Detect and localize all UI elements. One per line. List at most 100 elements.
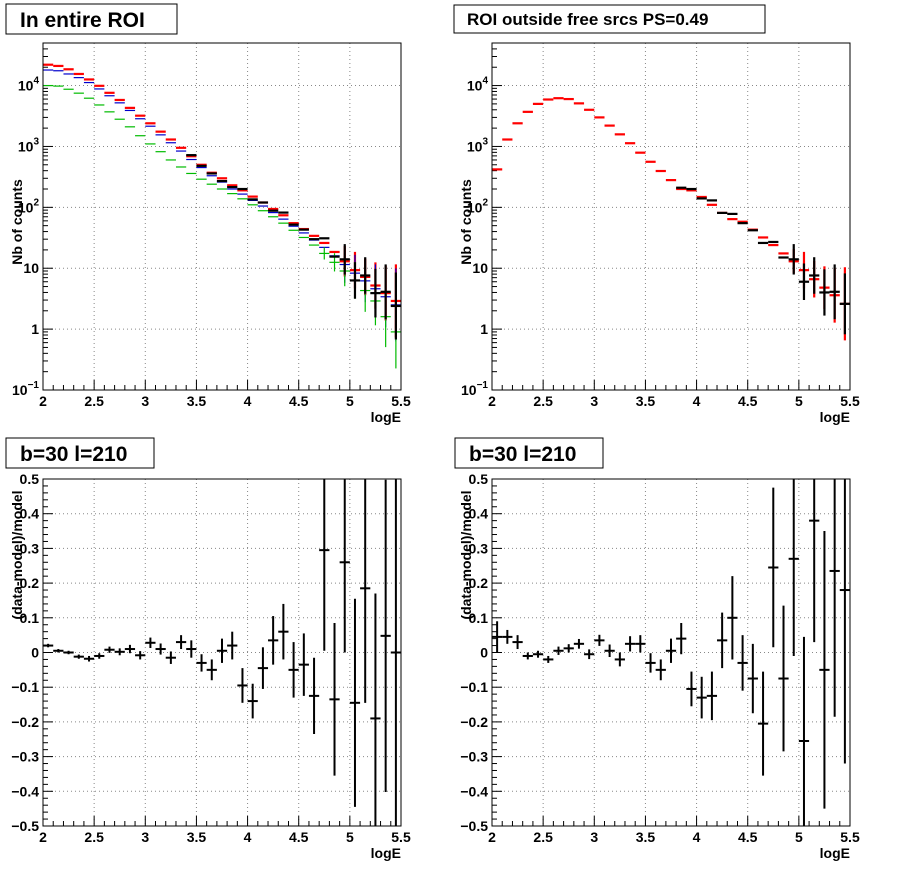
x-tick-label: 5.5 <box>391 393 411 409</box>
x-axis-label: logE <box>371 409 401 425</box>
y-tick-label: 0.5 <box>20 471 40 487</box>
x-tick-label: 5.5 <box>840 829 860 845</box>
y-tick-label: 103 <box>18 136 40 154</box>
x-tick-label: 3 <box>590 393 598 409</box>
y-tick-label: −0.3 <box>460 749 488 765</box>
y-tick-label: 0 <box>480 645 488 661</box>
x-tick-label: 5 <box>795 829 803 845</box>
y-tick-label: 0.1 <box>20 610 40 626</box>
x-tick-label: 2 <box>39 393 47 409</box>
title-box <box>5 3 178 35</box>
x-tick-label: 3 <box>141 393 149 409</box>
data-series-0 <box>492 479 850 826</box>
data-series-3 <box>186 154 401 340</box>
plot-area-top-left: 2 2.5 3 3.5 4 4.5 5 5.5 10−1 1 10 102 103 104 <box>12 42 411 409</box>
y-tick-label: 104 <box>18 76 40 94</box>
x-tick-label: 4.5 <box>289 393 309 409</box>
y-tick-label: 102 <box>18 197 40 215</box>
y-tick-label: −0.4 <box>11 783 39 799</box>
plot-background <box>43 43 401 390</box>
x-tick-label: 4 <box>244 829 252 845</box>
x-tick-label: 4.5 <box>289 829 309 845</box>
x-tick-label: 5 <box>795 393 803 409</box>
plot-frame <box>42 42 402 391</box>
y-tick-label: 0.1 <box>469 610 489 626</box>
y-tick-label: 10−1 <box>12 380 39 398</box>
data-series-1 <box>676 186 850 335</box>
x-tick-label: 5 <box>346 393 354 409</box>
x-tick-label: 2.5 <box>533 829 553 845</box>
y-tick-label: 10 <box>23 260 39 276</box>
x-tick-label: 5.5 <box>840 393 860 409</box>
x-tick-label: 4 <box>693 829 701 845</box>
title-box <box>454 437 604 469</box>
y-tick-label: 102 <box>467 197 489 215</box>
y-tick-label: 0 <box>31 645 39 661</box>
data-series-0 <box>43 479 401 826</box>
x-axis-label: logE <box>371 845 401 861</box>
y-tick-label: −0.2 <box>460 714 488 730</box>
panel-title: ROI outside free srcs PS=0.49 <box>467 10 708 29</box>
panel-bottom-left: b=30 l=210 (data-model)/model logE 2 2.5 3… <box>5 437 411 861</box>
y-axis-label: (data-model)/model <box>458 490 474 619</box>
x-axis-label: logE <box>820 409 850 425</box>
y-tick-label: 0.4 <box>20 506 40 522</box>
x-tick-label: 2 <box>488 829 496 845</box>
x-axis-label: logE <box>820 845 850 861</box>
x-tick-label: 4.5 <box>738 393 758 409</box>
plot-frame <box>491 42 851 391</box>
x-tick-label: 3.5 <box>187 393 207 409</box>
x-tick-label: 2 <box>488 393 496 409</box>
x-tick-label: 3.5 <box>636 393 656 409</box>
y-tick-label: −0.2 <box>11 714 39 730</box>
y-tick-label: 10−1 <box>461 380 488 398</box>
y-tick-label: −0.3 <box>11 749 39 765</box>
y-tick-label: 1 <box>31 321 39 337</box>
y-axis-label: (data-model)/model <box>9 490 25 619</box>
y-tick-label: 0.3 <box>469 540 489 556</box>
y-tick-label: −0.4 <box>460 783 488 799</box>
y-tick-label: 1 <box>480 321 488 337</box>
panel-title: b=30 l=210 <box>469 443 576 466</box>
plot-frame <box>491 478 851 827</box>
y-tick-label: −0.5 <box>460 818 488 834</box>
x-tick-label: 2.5 <box>84 393 104 409</box>
y-tick-label: −0.5 <box>11 818 39 834</box>
plot-area-top-right: 2 2.5 3 3.5 4 4.5 5 5.5 10−1 1 10 102 103 104 <box>461 42 860 409</box>
panel-title: b=30 l=210 <box>20 443 127 466</box>
y-axis-label: Nb of counts <box>458 179 474 265</box>
x-tick-label: 5 <box>346 829 354 845</box>
y-tick-label: −0.1 <box>460 679 488 695</box>
x-tick-label: 3 <box>590 829 598 845</box>
y-tick-label: 0.2 <box>20 575 40 591</box>
plot-frame <box>42 478 402 827</box>
y-tick-label: 10 <box>472 260 488 276</box>
title-box <box>5 437 155 469</box>
x-tick-label: 5.5 <box>391 829 411 845</box>
y-axis-label: Nb of counts <box>9 179 25 265</box>
plot-area-bottom-right: 2 2.5 3 3.5 4 4.5 5 5.5 −0.5 −0.4 −0.3 −0.2 −0.1 0 0.1… <box>460 471 860 845</box>
x-tick-label: 3.5 <box>187 829 207 845</box>
plot-background <box>492 43 850 390</box>
x-tick-label: 2.5 <box>84 829 104 845</box>
x-tick-label: 4 <box>244 393 252 409</box>
panel-title: In entire ROI <box>20 9 145 32</box>
panel-top-right: ROI outside free srcs PS=0.49 Nb of coun… <box>453 4 860 425</box>
y-tick-label: 0.3 <box>20 540 40 556</box>
x-tick-label: 3 <box>141 829 149 845</box>
x-tick-label: 3.5 <box>636 829 656 845</box>
y-tick-label: 0.2 <box>469 575 489 591</box>
plot-area-bottom-left: 2 2.5 3 3.5 4 4.5 5 5.5 −0.5 −0.4 −0.3 −0.2 −0.1 0 0.1… <box>11 471 411 845</box>
y-tick-label: 0.5 <box>469 471 489 487</box>
panel-bottom-right: b=30 l=210 (data-model)/model logE 2 2.5 3… <box>454 437 860 861</box>
x-tick-label: 2 <box>39 829 47 845</box>
y-tick-label: −0.1 <box>11 679 39 695</box>
x-tick-label: 4 <box>693 393 701 409</box>
x-tick-label: 2.5 <box>533 393 553 409</box>
x-tick-label: 4.5 <box>738 829 758 845</box>
y-tick-label: 103 <box>467 136 489 154</box>
y-tick-label: 0.4 <box>469 506 489 522</box>
title-box <box>453 4 766 34</box>
panel-top-left: In entire ROI Nb of counts logE 2 2.5 3 3.5… <box>5 3 411 425</box>
